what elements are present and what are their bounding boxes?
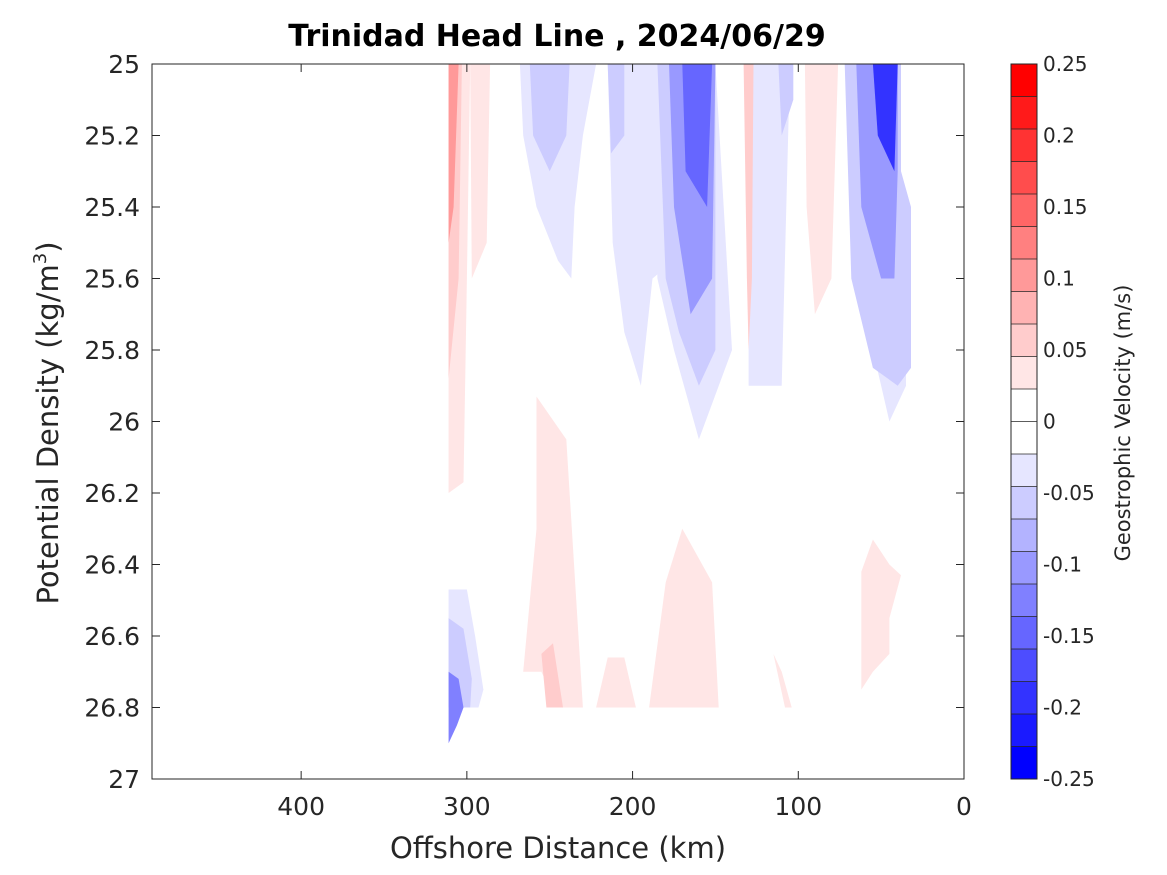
contour-red-band-290: [470, 64, 491, 279]
contour-red-160-deep: [649, 528, 719, 708]
colorbar-tick-label: 0.25: [1043, 52, 1088, 76]
colorbar-swatch: [1011, 356, 1037, 390]
x-axis-label: Offshore Distance (km): [390, 831, 726, 865]
colorbar-swatch: [1011, 259, 1037, 292]
colorbar-swatch: [1011, 389, 1037, 422]
contour-red-130: [743, 64, 754, 350]
x-tick-label: 300: [443, 792, 491, 821]
colorbar-tick-label: 0.2: [1043, 124, 1075, 148]
contour-red-250-deep-core: [541, 643, 563, 708]
colorbar-swatch: [1011, 96, 1037, 130]
colorbar-tick-label: -0.2: [1043, 696, 1082, 720]
y-tick-label: 25.2: [84, 122, 140, 151]
colorbar-tick-label: 0.15: [1043, 195, 1088, 219]
colorbar: 0.25 0.2 0.15 0.1 0.05 0 -0.05 -0.1 -0.15 -0.2 -0.…: [1010, 52, 1095, 791]
colorbar-swatch: [1011, 616, 1037, 650]
colorbar-swatch: [1011, 291, 1037, 325]
contour-blue-250-mid: [529, 64, 570, 172]
y-tick-label: 25.8: [84, 336, 140, 365]
y-tick-label: 26.8: [84, 694, 140, 723]
chart-title: Trinidad Head Line , 2024/06/29: [288, 19, 825, 54]
colorbar-tick-label: -0.25: [1043, 767, 1095, 791]
colorbar-swatch: [1011, 324, 1037, 357]
colorbar-tick-label: -0.15: [1043, 624, 1095, 648]
colorbar-swatch: [1011, 681, 1037, 715]
y-tick-label: 25: [108, 50, 140, 79]
contour-blue-210: [607, 64, 625, 154]
x-tick-label: 100: [774, 792, 822, 821]
y-axis-label: Potential Density (kg/m3): [30, 241, 65, 604]
colorbar-swatch: [1011, 714, 1037, 747]
colorbar-swatch: [1011, 584, 1037, 617]
colorbar-swatch: [1011, 551, 1037, 585]
x-tick-label: 400: [277, 792, 325, 821]
y-tick-label: 25.6: [84, 265, 140, 294]
colorbar-swatch: [1011, 649, 1037, 682]
y-tick-label: 26.4: [84, 551, 140, 580]
contour-blue-160-core: [682, 64, 713, 207]
contour-red-200-deep: [596, 657, 636, 708]
colorbar-frame: [1010, 63, 1038, 780]
contour-fills: [448, 64, 911, 744]
colorbar-swatch: [1011, 64, 1037, 97]
colorbar-swatch: [1011, 226, 1037, 260]
colorbar-swatch: [1011, 421, 1037, 455]
colorbar-swatch: [1011, 161, 1037, 195]
colorbar-swatch: [1011, 519, 1037, 552]
contour-red-50-deep: [861, 539, 901, 690]
colorbar-tick-label: -0.1: [1043, 553, 1082, 577]
y-tick-label: 26.6: [84, 622, 140, 651]
colorbar-tick-label: -0.05: [1043, 481, 1095, 505]
plot-area: 400 300 200 100 0 25 25.2 25.4 25.6 25.8 26 26.2 26…: [84, 50, 972, 821]
y-tick-label: 26.2: [84, 479, 140, 508]
contour-red-110-deep: [773, 653, 792, 708]
contour-blue-110: [778, 64, 794, 136]
colorbar-label: Geostrophic Velocity (m/s): [1111, 285, 1135, 562]
y-tick-label: 27: [108, 765, 140, 794]
contour-red-250-deep: [523, 396, 583, 708]
colorbar-tick-label: 0.05: [1043, 338, 1088, 362]
colorbar-swatch: [1011, 486, 1037, 520]
contour-blue-50-core: [872, 64, 898, 172]
y-tick-label: 26: [108, 408, 140, 437]
colorbar-swatch: [1011, 129, 1037, 162]
y-axis: 25 25.2 25.4 25.6 25.8 26 26.2 26.4 26.6 26.8 27: [84, 50, 964, 794]
contour-red-85-outer: [804, 64, 839, 315]
colorbar-tick-label: 0: [1043, 410, 1056, 434]
x-tick-label: 0: [956, 792, 972, 821]
colorbar-tick-label: 0.1: [1043, 267, 1075, 291]
contour-red-band-310-core: [448, 64, 459, 243]
colorbar-swatch: [1011, 454, 1037, 487]
x-axis: 400 300 200 100 0: [277, 64, 972, 821]
x-tick-label: 200: [609, 792, 657, 821]
y-tick-label: 25.4: [84, 193, 140, 222]
contour-blue-300-deep-core: [448, 671, 464, 744]
colorbar-swatch: [1011, 746, 1037, 780]
colorbar-swatch: [1011, 194, 1037, 227]
